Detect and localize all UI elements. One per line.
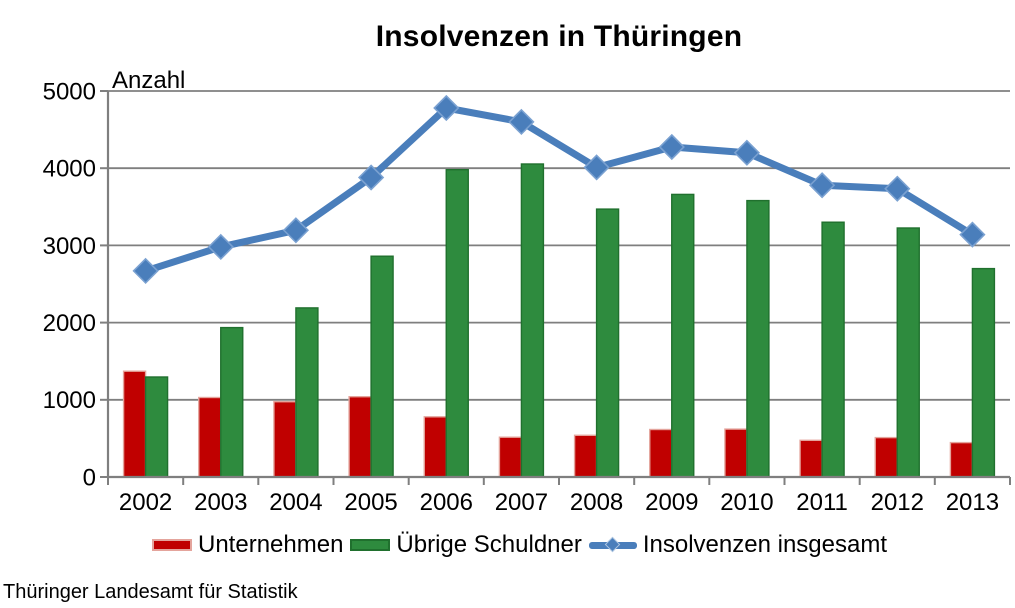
svg-text:2013: 2013	[946, 489, 999, 516]
y-axis-title: Anzahl	[112, 67, 186, 94]
svg-text:2005: 2005	[344, 489, 397, 516]
svg-text:4000: 4000	[43, 156, 96, 183]
svg-text:2007: 2007	[495, 489, 548, 516]
legend-item-insolvenzen-insgesamt: Insolvenzen insgesamt	[588, 530, 887, 560]
source-text: Thüringer Landesamt für Statistik	[3, 581, 298, 603]
svg-text:2010: 2010	[720, 489, 773, 516]
svg-text:2006: 2006	[420, 489, 473, 516]
svg-text:5000: 5000	[43, 78, 96, 105]
svg-text:2003: 2003	[194, 489, 247, 516]
legend-label-uebrige-schuldner: Übrige Schuldner	[396, 531, 582, 558]
legend-item-uebrige-schuldner: Übrige Schuldner	[350, 530, 582, 560]
svg-text:2011: 2011	[796, 489, 848, 516]
legend-label-insolvenzen-insgesamt: Insolvenzen insgesamt	[642, 531, 887, 558]
svg-text:2000: 2000	[43, 310, 96, 337]
svg-text:2009: 2009	[645, 489, 698, 516]
chart-legend: Unternehmen Übrige Schuldner Insolvenzen…	[152, 530, 887, 560]
legend-diamond-icon	[604, 536, 621, 553]
svg-text:2012: 2012	[871, 489, 924, 516]
svg-text:2004: 2004	[269, 489, 322, 516]
svg-text:1000: 1000	[43, 387, 96, 414]
legend-swatch-uebrige-schuldner	[350, 539, 391, 551]
legend-label-unternehmen: Unternehmen	[198, 531, 344, 558]
svg-text:0: 0	[83, 464, 96, 491]
svg-text:2002: 2002	[119, 489, 172, 516]
legend-item-unternehmen: Unternehmen	[152, 530, 343, 560]
svg-text:3000: 3000	[43, 233, 96, 260]
svg-text:2008: 2008	[570, 489, 623, 516]
legend-swatch-unternehmen	[152, 539, 192, 551]
legend-swatch-insolvenzen-insgesamt	[588, 536, 637, 553]
chart-title: Insolvenzen in Thüringen	[375, 20, 743, 53]
